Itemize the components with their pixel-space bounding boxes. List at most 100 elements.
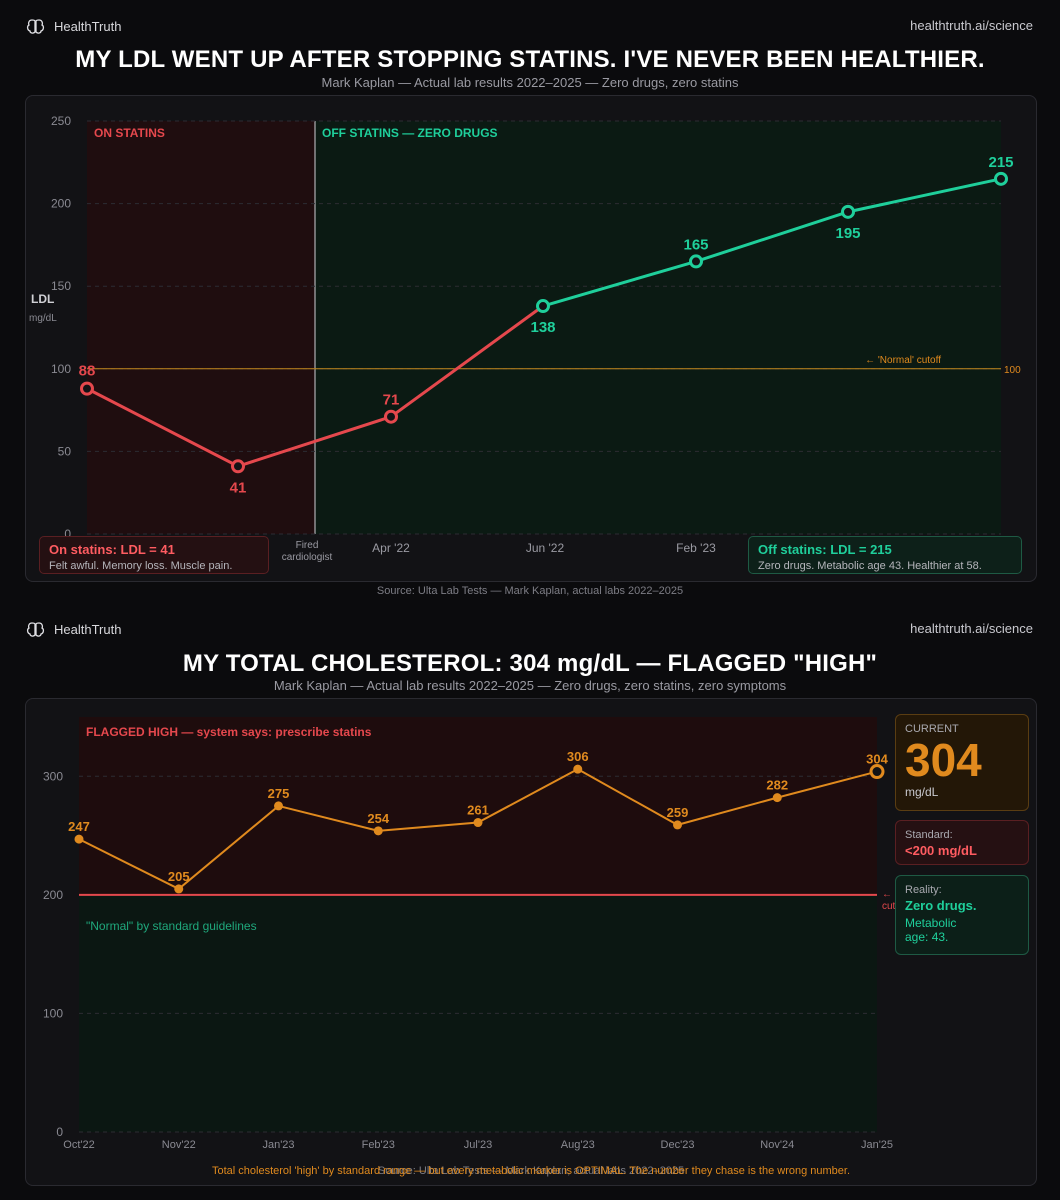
y-tick-label: 0 <box>56 1125 63 1139</box>
region-label-normal: "Normal" by standard guidelines <box>86 919 257 933</box>
x-tick-label: Dec'23 <box>661 1139 695 1151</box>
chart1-subtitle: Mark Kaplan — Actual lab results 2022–20… <box>321 75 739 90</box>
on-statins-callout: On statins: LDL = 41 Felt awful. Memory … <box>39 536 269 574</box>
standard-value: <200 mg/dL <box>905 843 977 858</box>
standard-card: Standard: <200 mg/dL <box>895 820 1029 865</box>
brand-name-2: HealthTruth <box>54 621 122 637</box>
data-point <box>841 204 855 219</box>
x-tick-label: Fired <box>296 540 319 551</box>
on-statins-callout-sub: Felt awful. Memory loss. Muscle pain. <box>49 560 233 572</box>
y-axis-label: LDL <box>31 292 54 306</box>
chart2-title: MY TOTAL CHOLESTEROL: 304 mg/dL — FLAGGE… <box>182 650 878 677</box>
x-tick-label: Feb '23 <box>676 541 716 555</box>
current-unit: mg/dL <box>905 785 939 799</box>
data-point <box>80 381 94 396</box>
brain-icon <box>26 622 45 637</box>
data-label: 304 <box>866 752 888 767</box>
data-label: 247 <box>68 819 90 834</box>
data-label: 254 <box>367 811 389 826</box>
data-label: 282 <box>766 778 788 793</box>
ldl-line-on-statins <box>86 304 544 468</box>
data-label: 195 <box>835 225 860 242</box>
data-point <box>536 299 550 314</box>
data-label: 259 <box>667 805 689 820</box>
data-label: 71 <box>383 392 400 409</box>
y-tick-label: 50 <box>58 444 72 458</box>
data-label: 41 <box>230 479 247 496</box>
y-tick-label: 300 <box>43 769 63 783</box>
reality-sub: Metabolic age: 43. <box>905 916 957 944</box>
x-tick-label: Nov'24 <box>760 1139 794 1151</box>
y-tick-label: 0 <box>64 527 71 541</box>
current-label: CURRENT <box>905 723 959 735</box>
data-point <box>772 793 782 803</box>
standard-label: Standard: <box>905 829 953 841</box>
off-statins-callout-sub: Zero drugs. Metabolic age 43. Healthier … <box>758 560 982 572</box>
data-point <box>373 826 383 836</box>
data-label: 261 <box>467 803 489 818</box>
x-tick-label: Jun '22 <box>526 541 565 555</box>
chart1-panel: 0 50 100 150 200 250 ON STATINS OFF STATINS — Z… <box>25 95 1037 582</box>
brand-url-2[interactable]: healthtruth.ai/science <box>910 621 1033 636</box>
data-point <box>274 801 283 811</box>
data-point-current <box>869 764 885 780</box>
current-value: 304 <box>905 734 982 786</box>
data-point <box>473 818 483 828</box>
y-tick-label: 200 <box>51 197 71 211</box>
data-point <box>573 764 583 774</box>
data-label: 88 <box>79 363 96 380</box>
data-label: 205 <box>168 869 190 884</box>
normal-cutoff-label: ← 'Normal' cutoff <box>865 355 941 366</box>
y-tick-label: 250 <box>51 114 71 128</box>
x-tick-label: Feb'23 <box>362 1139 395 1151</box>
data-label: 165 <box>683 236 708 253</box>
chart2-source: Source: Ulta Lab Tests — Mark Kaplan, ac… <box>377 1165 685 1177</box>
brain-icon <box>26 19 45 34</box>
data-point <box>174 884 184 894</box>
ldl-line-off-statins <box>542 177 1002 308</box>
brand-logo-2: HealthTruth <box>26 619 121 639</box>
brand-url[interactable]: healthtruth.ai/science <box>910 18 1033 33</box>
region-label-off-statins: OFF STATINS — ZERO DRUGS <box>322 126 498 140</box>
data-label: 306 <box>567 749 589 764</box>
data-point <box>689 254 703 269</box>
chart1-title: MY LDL WENT UP AFTER STOPPING STATINS. I… <box>75 46 985 73</box>
data-label: 275 <box>268 786 290 801</box>
data-point <box>231 459 245 474</box>
brand-name: HealthTruth <box>54 18 122 34</box>
y-tick-label: 100 <box>43 1006 63 1020</box>
off-statins-region <box>315 121 1001 534</box>
x-tick-label: Jul'23 <box>464 1139 492 1151</box>
cutoff-label: ← <box>882 889 892 900</box>
on-statins-callout-head: On statins: LDL = 41 <box>49 542 175 557</box>
reality-value: Zero drugs. <box>905 898 977 913</box>
x-tick-label: Aug'23 <box>561 1139 595 1151</box>
y-tick-label: 150 <box>51 279 71 293</box>
data-label: 215 <box>988 154 1013 171</box>
cutoff-label: cutoff <box>882 901 906 912</box>
on-statins-region <box>87 121 315 534</box>
y-tick-label: 100 <box>51 362 71 376</box>
off-statins-callout: Off statins: LDL = 215 Zero drugs. Metab… <box>748 536 1022 574</box>
x-tick-label: cardiologist <box>282 552 333 563</box>
x-tick-label: Oct'22 <box>63 1139 94 1151</box>
chart2-panel: 0 100 200 300 FLAGGED HIGH — system says: pr… <box>25 698 1037 1186</box>
cholesterol-chart: 0 100 200 300 FLAGGED HIGH — system says: pr… <box>43 717 906 1151</box>
reality-card: Reality: Zero drugs. Metabolic age: 43. <box>895 875 1029 955</box>
x-tick-label: Jan'25 <box>861 1139 893 1151</box>
x-tick-label: Apr '22 <box>372 541 410 555</box>
brand-logo: HealthTruth <box>26 16 121 36</box>
data-point <box>994 171 1008 186</box>
chart1-source: Source: Ulta Lab Tests — Mark Kaplan, ac… <box>376 585 684 597</box>
data-point <box>74 834 84 844</box>
reality-label: Reality: <box>905 884 942 896</box>
data-label: 138 <box>530 319 555 336</box>
data-point <box>384 409 398 424</box>
y-axis-unit: mg/dL <box>29 313 57 324</box>
data-point <box>673 820 682 830</box>
current-card: CURRENT 304 mg/dL <box>895 714 1029 811</box>
ldl-chart: 0 50 100 150 200 250 ON STATINS OFF STATINS — Z… <box>29 114 1021 563</box>
y-tick-label: 200 <box>43 888 63 902</box>
off-statins-callout-head: Off statins: LDL = 215 <box>758 542 892 557</box>
x-tick-label: Jan'23 <box>262 1139 294 1151</box>
